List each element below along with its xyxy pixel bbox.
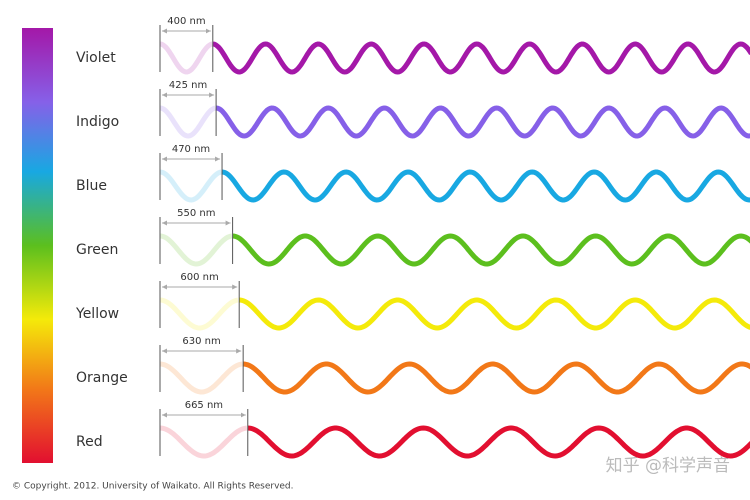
wave <box>239 297 750 331</box>
color-name: Violet <box>76 50 116 66</box>
copyright: © Copyright. 2012. University of Waikato… <box>12 482 294 492</box>
wave <box>232 233 750 267</box>
wave <box>243 361 750 395</box>
wavelength-label: 425 nm <box>169 80 207 91</box>
wavelength-label: 665 nm <box>185 400 223 411</box>
color-name: Orange <box>76 370 128 386</box>
watermark: 知乎 @科学声音 <box>606 456 730 476</box>
wave-faded <box>159 361 243 395</box>
wave <box>247 425 750 459</box>
wavelength-label: 470 nm <box>172 144 210 155</box>
wave-faded <box>159 41 213 75</box>
wavelength-label: 400 nm <box>167 16 205 27</box>
spectrum-bar <box>22 28 53 463</box>
wave <box>215 105 750 139</box>
color-name: Green <box>76 242 118 258</box>
wave-faded <box>159 297 239 331</box>
wave-faded <box>159 425 248 459</box>
wave-faded <box>159 233 233 267</box>
color-name: Blue <box>76 178 107 194</box>
wave-faded <box>159 105 217 139</box>
wavelength-label: 600 nm <box>180 272 218 283</box>
wave <box>221 169 750 203</box>
color-name: Indigo <box>76 114 119 130</box>
wave <box>212 41 750 75</box>
wavelength-label: 550 nm <box>177 208 215 219</box>
wave-faded <box>159 169 222 203</box>
color-name: Yellow <box>75 306 119 322</box>
color-name: Red <box>76 434 103 450</box>
wavelength-label: 630 nm <box>182 336 220 347</box>
